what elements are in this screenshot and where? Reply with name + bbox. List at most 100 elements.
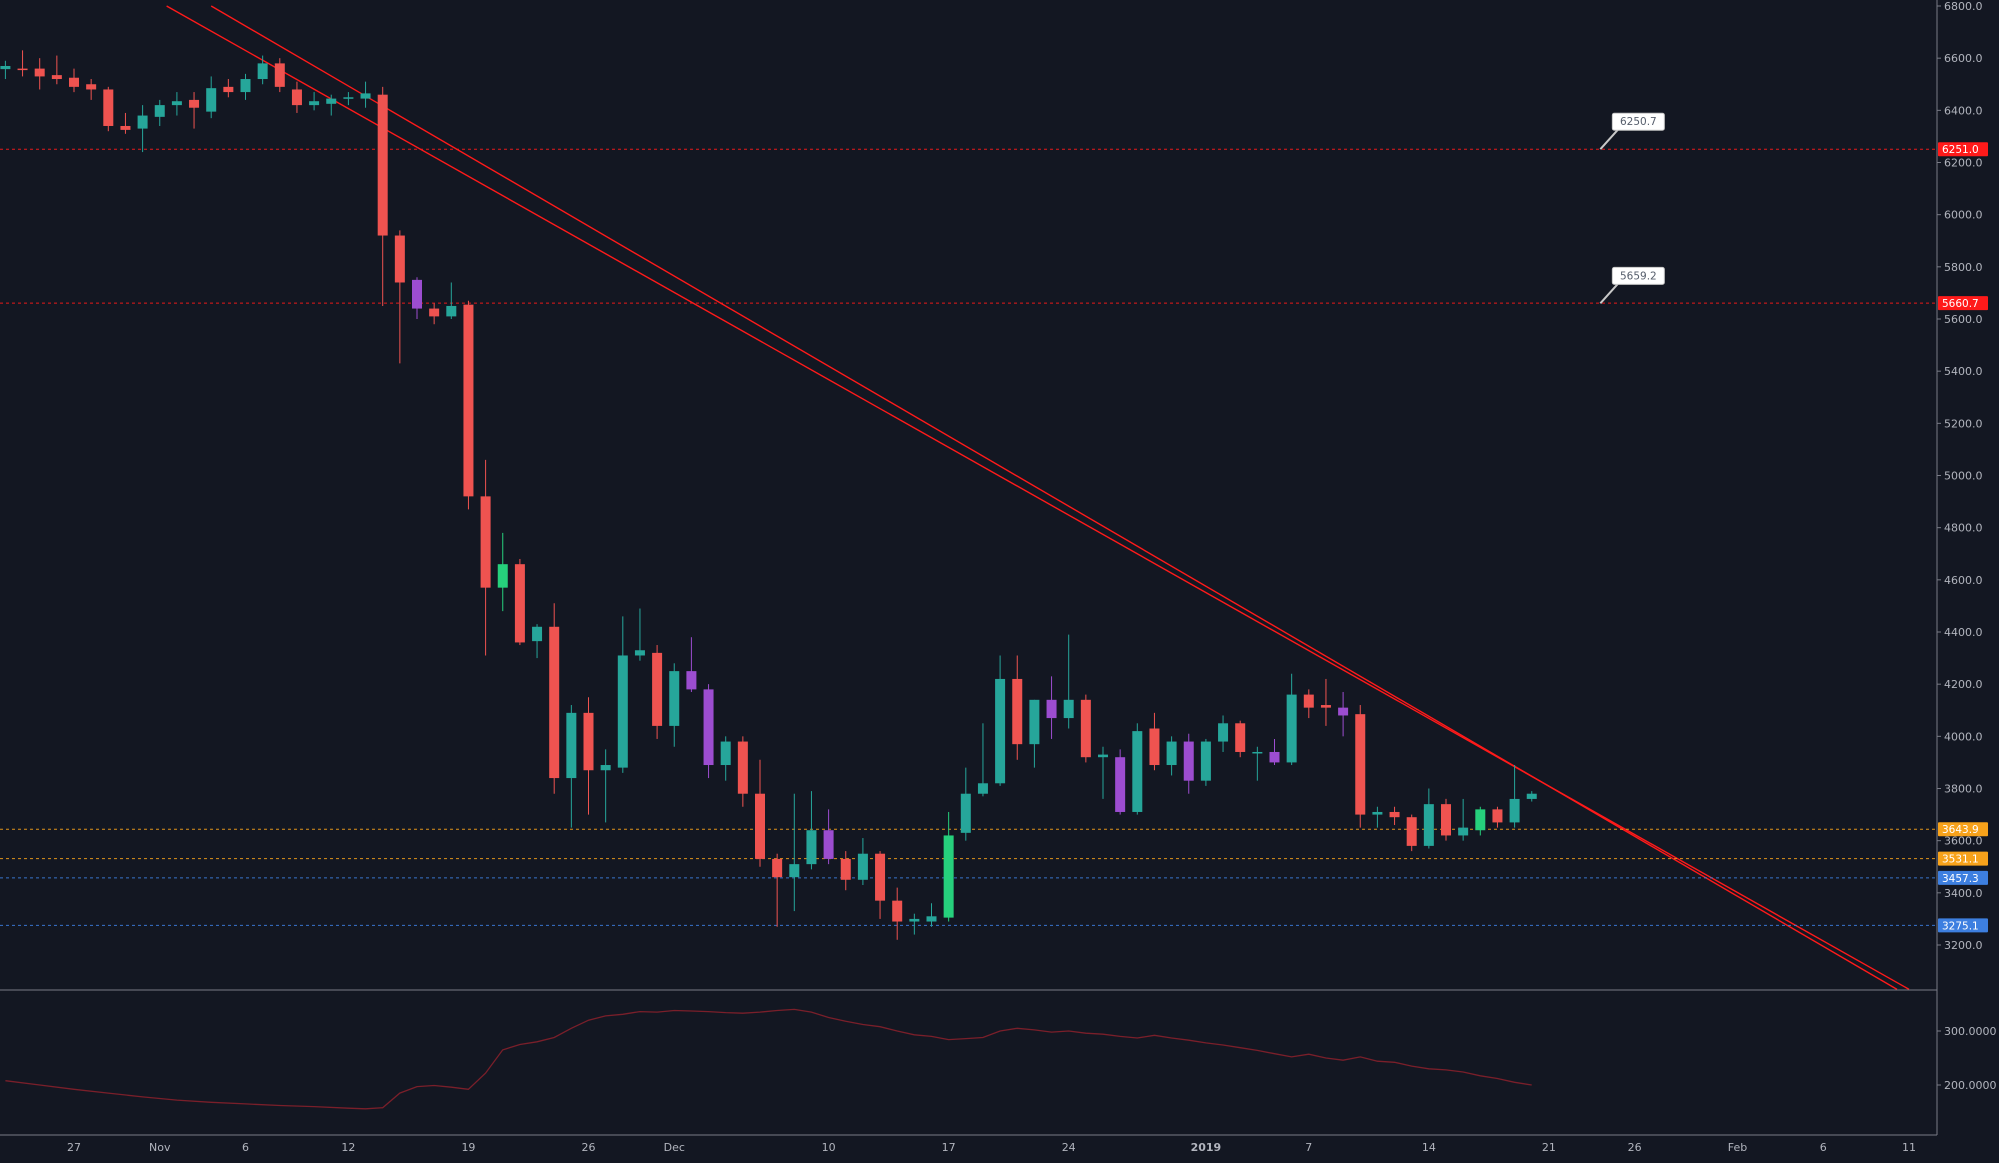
oscillator-line: [5, 1008, 1532, 1110]
candle-body: [960, 793, 971, 833]
x-tick-label: 12: [341, 1141, 355, 1154]
candle-body: [1389, 811, 1400, 818]
candle-body: [532, 626, 543, 642]
y-tick-label: 3400.0: [1944, 887, 1983, 900]
candle-body: [549, 626, 560, 779]
candle-body: [429, 308, 440, 317]
candle-body: [1063, 699, 1074, 719]
candle-body: [772, 858, 783, 878]
price-badge-label: 3531.1: [1942, 854, 1979, 866]
trendline: [166, 5, 1910, 990]
y-tick-label: 4800.0: [1944, 522, 1983, 535]
price-badge: [1938, 870, 1988, 885]
candle-body: [446, 305, 457, 317]
x-tick-label: 11: [1902, 1141, 1916, 1154]
candle-body: [703, 689, 714, 766]
x-tick-label: 26: [582, 1141, 596, 1154]
candle-body: [1372, 811, 1383, 815]
candle-body: [1492, 809, 1503, 823]
candle-body: [377, 94, 388, 236]
x-tick-label: 14: [1422, 1141, 1436, 1154]
y-tick-label: 4400.0: [1944, 626, 1983, 639]
candle-body: [566, 712, 577, 779]
y-tick-label: 3200.0: [1944, 939, 1983, 952]
price-badge-label: 5660.7: [1942, 298, 1979, 310]
callout-box: [1611, 266, 1665, 285]
candle-body: [892, 900, 903, 922]
y-tick-label: 5800.0: [1944, 261, 1983, 274]
y-tick-label: 5200.0: [1944, 417, 1983, 430]
candle-body: [1458, 827, 1469, 836]
y-tick-label: 4600.0: [1944, 574, 1983, 587]
price-badge: [1938, 851, 1988, 866]
candle-body: [737, 741, 748, 794]
price-badge-label: 3643.9: [1942, 824, 1979, 836]
candle-body: [875, 853, 886, 901]
candle-body: [1355, 714, 1366, 815]
y-tick-label: 5000.0: [1944, 470, 1983, 483]
price-badge: [1938, 822, 1988, 837]
y-tick-label: 4000.0: [1944, 730, 1983, 743]
y-tick-label: 6200.0: [1944, 157, 1983, 170]
candle-body: [720, 741, 731, 766]
candle-body: [669, 671, 680, 726]
callout-label: 6250.7: [1620, 116, 1657, 128]
candle-body: [497, 564, 508, 588]
candle-body: [1029, 699, 1040, 745]
callout-pointer: [1599, 128, 1620, 150]
candle-body: [223, 86, 234, 93]
candle-body: [17, 68, 28, 71]
horizontal-levels[interactable]: [0, 148, 1937, 926]
candle-body: [1200, 741, 1211, 781]
x-tick-label: 7: [1305, 1141, 1312, 1154]
candle-body: [943, 835, 954, 918]
candle-body: [652, 652, 663, 726]
candle-body: [686, 671, 697, 690]
candle-body: [360, 93, 371, 99]
candle-body: [1509, 798, 1520, 823]
x-tick-label: 26: [1628, 1141, 1642, 1154]
candle-body: [600, 765, 611, 771]
trendlines[interactable]: [166, 5, 1910, 990]
candle-body: [857, 853, 868, 880]
candle-body: [1115, 757, 1126, 812]
candle-body: [1303, 694, 1314, 708]
price-badge-label: 3275.1: [1942, 920, 1979, 932]
y-tick-label: 6600.0: [1944, 52, 1983, 65]
candle-body: [1338, 707, 1349, 716]
candle-body: [463, 304, 474, 497]
candle-body: [1423, 804, 1434, 846]
y-tick-label: 5400.0: [1944, 365, 1983, 378]
trendline: [210, 5, 1898, 990]
candle-body: [69, 77, 79, 87]
candle-body: [412, 279, 422, 309]
y-tick-label: 5600.0: [1944, 313, 1983, 326]
candle-body: [995, 678, 1006, 784]
candle-body: [617, 655, 628, 768]
y-tick-label: 3800.0: [1944, 783, 1983, 796]
x-tick-label: Dec: [664, 1141, 685, 1154]
candle-body: [257, 63, 268, 80]
candle-body: [137, 115, 148, 129]
price-badges: 6251.0 5660.7 3643.9 3531.1 3457.3 3275.1: [1938, 142, 1988, 933]
callout-label: 5659.2: [1620, 270, 1657, 282]
candle-body: [1218, 723, 1229, 742]
x-tick-label: 6: [1820, 1141, 1827, 1154]
candle-body: [394, 235, 405, 283]
candle-body: [1526, 793, 1537, 799]
x-tick-label: 10: [822, 1141, 836, 1154]
osc-tick-label: 300.0000: [1944, 1025, 1997, 1038]
candle-body: [291, 89, 302, 106]
candlestick-series: [0, 50, 1537, 940]
candle-body: [1183, 741, 1194, 781]
price-badge-label: 6251.0: [1942, 144, 1979, 156]
candle-body: [120, 125, 131, 130]
price-callouts: 6250.7 5659.2: [1599, 112, 1665, 305]
candle-body: [326, 98, 337, 104]
candle-body: [634, 650, 645, 656]
candle-body: [806, 830, 817, 865]
